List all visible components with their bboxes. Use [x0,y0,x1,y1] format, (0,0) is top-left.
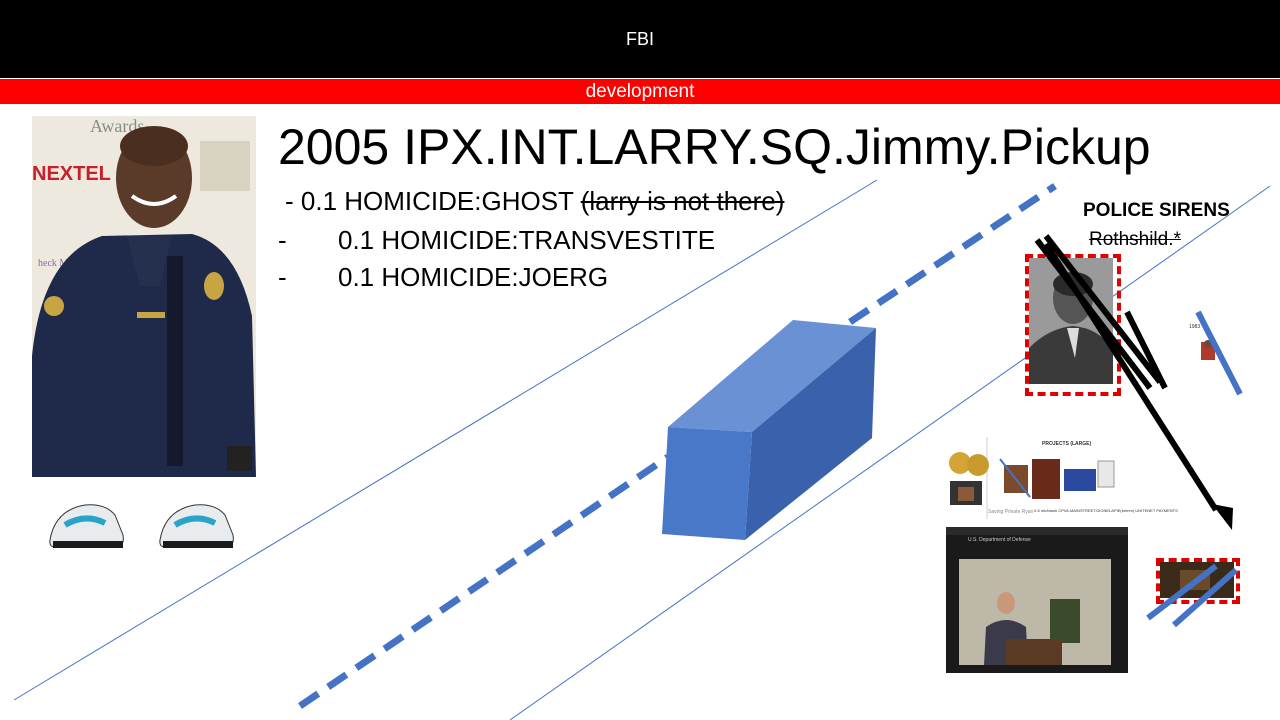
black-line-2 [1043,234,1163,384]
projects-thumbnail: PROJECTS (LARGE) Saving Private Ryan 0-5… [946,437,1178,519]
homicide-transvestite-line: - 0.1 HOMICIDE:TRANSVESTITE [278,225,715,256]
thin-diagonal-line-left [13,179,878,701]
svg-text:heck Mate: heck Mate [38,258,80,269]
dashed-line-upper [848,183,1057,325]
projects-footer: 0-5 mb/blank CPVA.MAINSTREET.DIONELAPIE(… [1034,508,1178,513]
header-title: FBI [625,28,654,49]
header-bar: FBI [0,0,1280,78]
blue-strike-1 [1146,563,1218,621]
bullet-dash: - [278,262,287,292]
sneaker-right-icon [159,504,234,548]
development-bar: development [0,79,1280,104]
thumb-year-label: 1983 [1189,324,1201,330]
awards-sign: Awards [90,116,144,136]
sneaker-left-icon [49,504,124,548]
officer-portrait: Awards NEXTEL heck Mate [32,116,256,477]
homicide-ghost-text: - 0.1 HOMICIDE:GHOST [285,186,574,216]
homicide-transvestite-text: 0.1 HOMICIDE:TRANSVESTITE [338,225,716,255]
arrow-head-icon [1212,504,1233,530]
homicide-joerg-text: 0.1 HOMICIDE:JOERG [338,262,609,292]
development-label: development [585,80,695,102]
video-frame-thumbnail: U.S. Department of Defense [946,527,1128,673]
sneaker-icon-pair [49,504,234,548]
dashed-line-lower [298,454,670,709]
arrow-shaft [1043,242,1219,512]
box-3d-shape [662,320,876,540]
projects-title: PROJECTS (LARGE) [1042,441,1092,447]
thin-diagonal-line-right [509,185,1271,720]
rothshild-label: Rothshild.* [1089,229,1181,250]
larry-not-there-strike: (larry is not there) [580,186,785,216]
dod-banner: U.S. Department of Defense [968,537,1031,543]
projects-subcaption: Saving Private Ryan [988,509,1034,515]
svg-text:NEXTEL: NEXTEL [32,163,111,185]
bullet-dash: - [278,225,287,255]
page-title: 2005 IPX.INT.LARRY.SQ.Jimmy.Pickup [278,119,1151,175]
homicide-joerg-line: - 0.1 HOMICIDE:JOERG [278,262,608,293]
blue-strike-small [1195,310,1243,396]
black-line-3 [1124,310,1168,390]
police-sirens-label: POLICE SIRENS [1083,200,1230,221]
blue-strike-2 [1172,567,1238,628]
homicide-ghost-line: - 0.1 HOMICIDE:GHOST (larry is not there… [285,186,784,217]
